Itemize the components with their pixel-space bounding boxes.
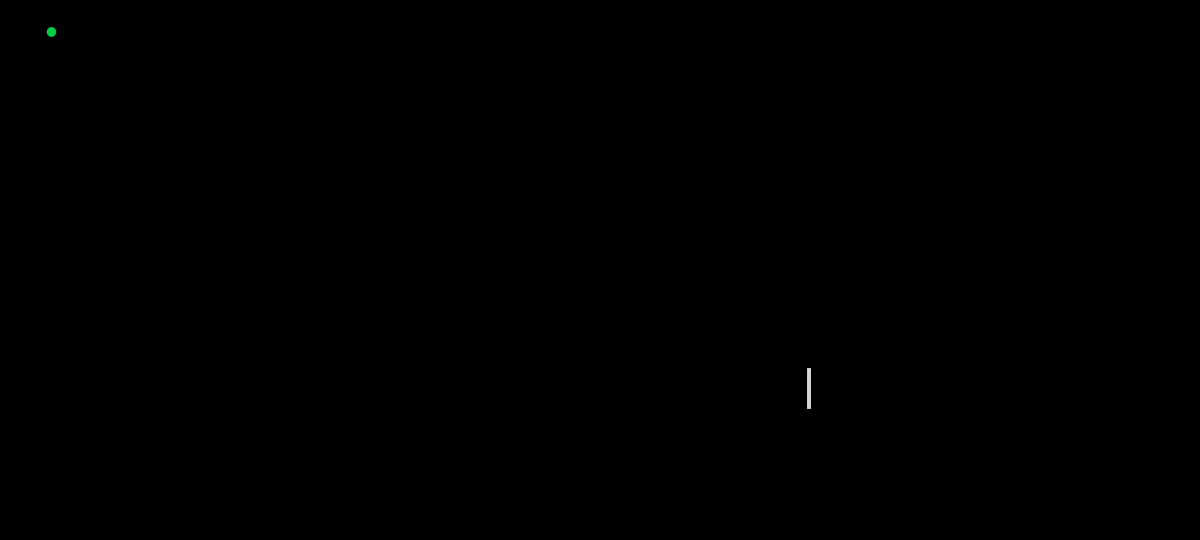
Text: voltage of 100 V.: voltage of 100 V.	[226, 134, 342, 149]
Text: (b) What is the no-load steady-state speed of the bar?: (b) What is the no-load steady-state spe…	[226, 215, 602, 230]
Text: B = 0.5 T: B = 0.5 T	[901, 330, 965, 343]
Text: A linear machine shown in Figure 1      has a magnetic flux density of 0.5 T di-: A linear machine shown in Figure 1 has a…	[226, 57, 779, 71]
Text: Q2: Q2	[216, 19, 242, 36]
Text: V₀ = 100 V: V₀ = 100 V	[254, 382, 329, 395]
Text: l m: l m	[823, 382, 844, 395]
Text: (a) What is the initial force on the bar at starting? What is the initial curren: (a) What is the initial force on the bar…	[226, 176, 805, 191]
Text: 0.25 Ω: 0.25 Ω	[499, 302, 539, 315]
Bar	[805, 367, 812, 410]
Text: (c) If the bar is loaded with a force of 25 N opposite to the direction of motio: (c) If the bar is loaded with a force of…	[226, 254, 780, 268]
Text: i: i	[600, 313, 604, 326]
Text: ●: ●	[44, 24, 56, 37]
Text: t = 0: t = 0	[430, 299, 460, 312]
Text: these circumstances?: these circumstances?	[226, 332, 403, 346]
Text: rected into the page, a resistance of 0.25 Ω, a bar length ℓ = 1.0 m, and a batt: rected into the page, a resistance of 0.…	[226, 96, 803, 110]
Text: what is the new steady-state speed? What is the efficiency of the machine under: what is the new steady-state speed? What…	[226, 293, 818, 307]
